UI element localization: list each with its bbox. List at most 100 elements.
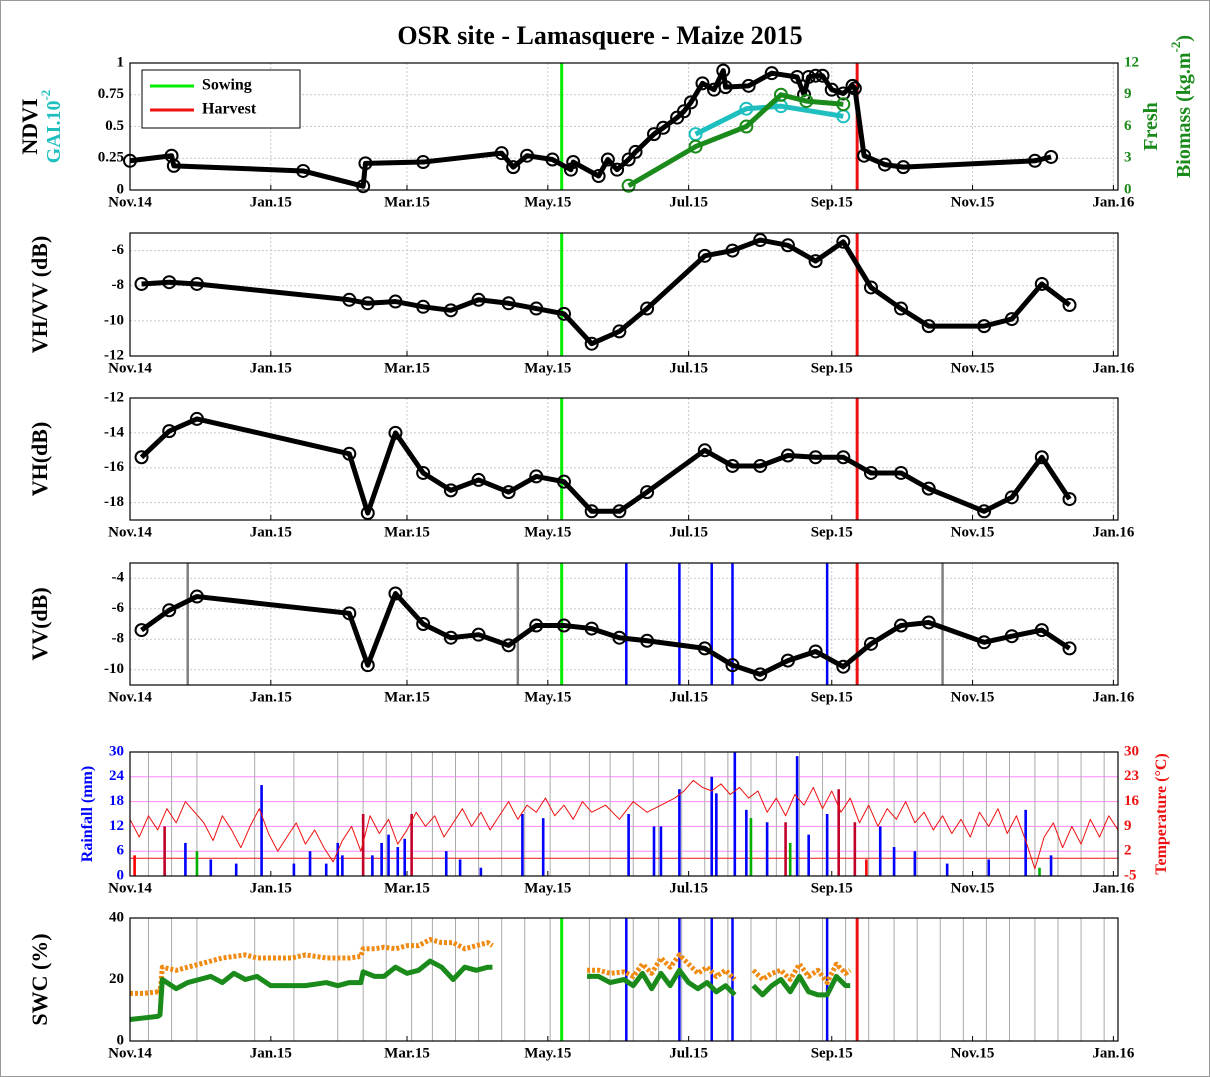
y2-tick-label: 30 bbox=[1124, 743, 1139, 759]
x-tick-label: Sep.15 bbox=[811, 1045, 853, 1061]
y-tick-label: 0.5 bbox=[105, 118, 124, 134]
bar bbox=[710, 776, 714, 876]
axis-label-part: Temperature (°C) bbox=[1153, 753, 1170, 874]
x-tick-label: Nov.15 bbox=[951, 194, 995, 210]
data-point bbox=[836, 97, 851, 112]
data-point bbox=[358, 156, 373, 171]
data-point bbox=[773, 87, 788, 102]
data-point bbox=[360, 506, 375, 521]
x-tick-label: May.15 bbox=[524, 360, 571, 376]
x-tick-label: Jan.15 bbox=[250, 360, 292, 376]
data-point bbox=[545, 152, 560, 167]
axis-label-part: VV(dB) bbox=[27, 587, 52, 660]
data-point bbox=[640, 301, 655, 316]
data-point bbox=[845, 78, 860, 93]
data-point bbox=[808, 450, 823, 465]
axis-label-part: SWC (%) bbox=[27, 933, 52, 1025]
bar bbox=[260, 785, 263, 876]
plot-frame bbox=[129, 232, 1119, 357]
data-point bbox=[780, 653, 795, 668]
data-point bbox=[1034, 623, 1049, 638]
x-tick-label: Nov.15 bbox=[951, 524, 995, 540]
bar bbox=[825, 814, 829, 876]
bar bbox=[444, 851, 448, 876]
bar bbox=[784, 822, 787, 876]
y2-tick-label: 23 bbox=[1124, 768, 1139, 784]
y-tick-label: 30 bbox=[109, 743, 124, 759]
axis-label-sup: -2 bbox=[38, 90, 53, 101]
data-point bbox=[864, 636, 878, 651]
data-point bbox=[1034, 276, 1049, 291]
data-point bbox=[780, 448, 795, 463]
y-tick-label: -8 bbox=[112, 277, 125, 293]
x-tick-label: Jan.15 bbox=[250, 1045, 292, 1061]
bar bbox=[678, 789, 681, 876]
data-point bbox=[591, 169, 606, 184]
axis-label: Rainfall (mm) bbox=[79, 766, 96, 862]
y-tick-label: 24 bbox=[109, 768, 125, 784]
x-tick-label: Nov.15 bbox=[951, 880, 995, 896]
data-point bbox=[520, 148, 535, 163]
x-tick-label: Mar.15 bbox=[384, 1045, 430, 1061]
data-point bbox=[556, 618, 571, 633]
data-point bbox=[640, 633, 655, 648]
bar bbox=[892, 847, 896, 876]
axis-label-part: VH/VV (dB) bbox=[27, 236, 52, 354]
data-point bbox=[501, 485, 516, 500]
bar bbox=[1024, 809, 1027, 876]
bar bbox=[837, 789, 840, 876]
data-point bbox=[753, 667, 768, 682]
data-point bbox=[877, 157, 892, 172]
data-point bbox=[162, 275, 177, 290]
x-tick-label: Jan.16 bbox=[1092, 194, 1135, 210]
axis-label: GAI.10-2 bbox=[38, 90, 64, 164]
data-point bbox=[725, 458, 740, 473]
series-line bbox=[129, 68, 1052, 189]
data-point bbox=[471, 627, 486, 642]
bar bbox=[324, 863, 328, 876]
data-point bbox=[134, 623, 149, 638]
axis-label-part: NDVI bbox=[17, 98, 42, 154]
y-tick-label: -10 bbox=[104, 661, 124, 677]
data-point bbox=[621, 178, 636, 193]
y2-tick-label: 12 bbox=[1124, 54, 1139, 70]
data-point bbox=[529, 618, 544, 633]
axis-label: VH(dB) bbox=[27, 422, 52, 497]
data-point bbox=[725, 243, 740, 258]
data-point bbox=[894, 618, 909, 633]
bar bbox=[913, 851, 917, 876]
bar bbox=[184, 842, 187, 876]
chart-title: OSR site - Lamasquere - Maize 2015 bbox=[397, 21, 802, 50]
x-tick-label: Jan.16 bbox=[1092, 1045, 1135, 1061]
data-point bbox=[189, 276, 204, 291]
data-point bbox=[556, 306, 571, 321]
data-point bbox=[716, 63, 731, 78]
y-tick-label: -8 bbox=[112, 631, 125, 647]
data-point bbox=[647, 127, 662, 142]
bar bbox=[163, 826, 166, 876]
x-tick-label: Sep.15 bbox=[811, 880, 853, 896]
x-tick-label: Sep.15 bbox=[811, 524, 853, 540]
series-line bbox=[129, 958, 493, 1022]
axis-label: SWC (%) bbox=[27, 933, 52, 1025]
data-point bbox=[388, 294, 403, 309]
x-tick-label: Mar.15 bbox=[384, 360, 430, 376]
bar bbox=[521, 814, 524, 876]
y-tick-label: -6 bbox=[112, 600, 125, 616]
y2-tick-label: 16 bbox=[1124, 793, 1140, 809]
data-point bbox=[739, 119, 754, 134]
data-point bbox=[166, 158, 181, 173]
data-point bbox=[697, 248, 712, 263]
data-point bbox=[584, 621, 599, 636]
data-point bbox=[162, 424, 177, 439]
bar bbox=[133, 855, 136, 876]
data-point bbox=[894, 465, 909, 480]
data-point bbox=[1027, 153, 1042, 168]
data-point bbox=[799, 94, 814, 109]
bar bbox=[807, 834, 810, 876]
data-point bbox=[808, 644, 823, 659]
data-point bbox=[683, 95, 698, 110]
data-point bbox=[388, 586, 403, 601]
bar bbox=[308, 851, 312, 876]
